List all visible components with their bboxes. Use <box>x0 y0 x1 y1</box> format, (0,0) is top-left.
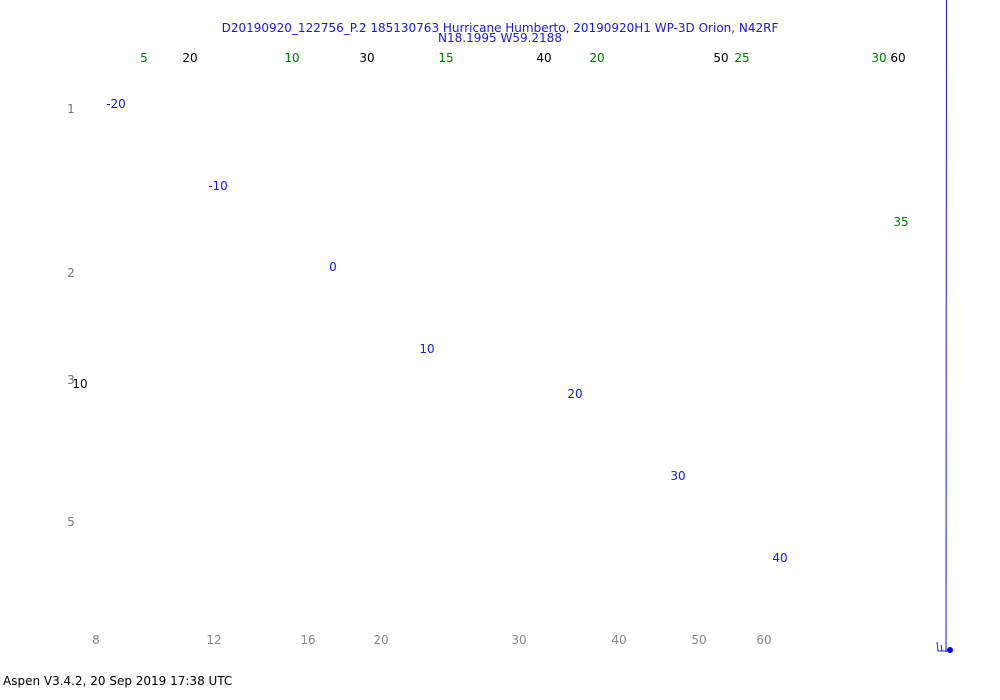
bottom-scale-label: 50 <box>691 633 706 647</box>
height-label: 5 <box>67 515 75 529</box>
moist-adiabat-label: 35 <box>893 215 908 229</box>
dry-adiabat-label: 50 <box>713 51 728 65</box>
wind-barb-dot <box>947 647 953 653</box>
isotherm-label: 0 <box>329 260 337 274</box>
dry-adiabat-label: 30 <box>359 51 374 65</box>
bottom-scale-label: 40 <box>611 633 626 647</box>
chart-title: D20190920_122756_P.2 185130763 Hurricane… <box>221 21 779 35</box>
moist-adiabat-label: 25 <box>734 51 749 65</box>
bottom-scale-label: 16 <box>300 633 315 647</box>
height-label: 2 <box>67 266 75 280</box>
height-label: 3 <box>67 373 75 387</box>
wind-barb-flag <box>936 641 939 652</box>
isotherm-label: 10 <box>419 342 434 356</box>
chart-subtitle: N18.1995 W59.2188 <box>438 31 562 45</box>
footer-text: Aspen V3.4.2, 20 Sep 2019 17:38 UTC <box>3 674 233 688</box>
dry-adiabat-label: 60 <box>890 51 905 65</box>
dry-adiabat-label: 20 <box>182 51 197 65</box>
isotherm-label: 40 <box>772 551 787 565</box>
isotherm-label: 20 <box>567 387 582 401</box>
wind-staff-line <box>945 0 947 653</box>
moist-adiabat-label: 30 <box>871 51 886 65</box>
isotherm-label: -20 <box>106 97 126 111</box>
bottom-scale-label: 20 <box>373 633 388 647</box>
height-label: 1 <box>67 102 75 116</box>
bottom-scale-label: 12 <box>206 633 221 647</box>
moist-adiabat-label: 20 <box>589 51 604 65</box>
wind-barb-flag <box>940 644 943 652</box>
isotherm-label: 30 <box>670 469 685 483</box>
bottom-scale-label: 60 <box>756 633 771 647</box>
bottom-scale-label: 30 <box>511 633 526 647</box>
bottom-scale-label: 8 <box>92 633 100 647</box>
moist-adiabat-label: 10 <box>284 51 299 65</box>
dry-adiabat-label: 10 <box>72 377 87 391</box>
dry-adiabat-label: 40 <box>536 51 551 65</box>
moist-adiabat-label: 15 <box>438 51 453 65</box>
wind-barb-column <box>936 0 953 653</box>
moist-adiabat-label: 5 <box>140 51 148 65</box>
isotherm-label: -10 <box>208 179 228 193</box>
